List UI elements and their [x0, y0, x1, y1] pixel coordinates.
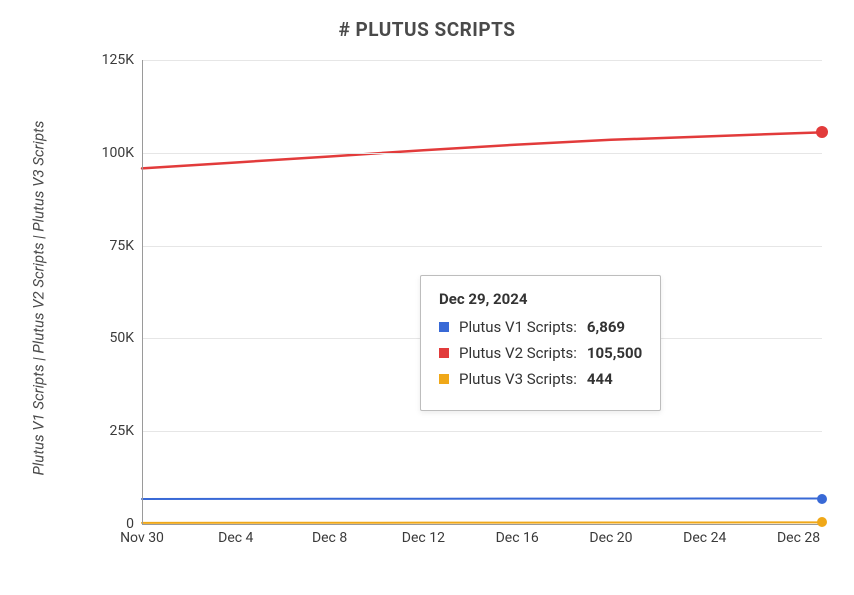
ytick-label: 25K — [109, 423, 142, 439]
y-axis-line — [142, 60, 143, 524]
chart-title: # PLUTUS SCRIPTS — [0, 18, 854, 41]
xtick-label: Dec 24 — [683, 524, 726, 546]
tooltip-row: Plutus V2 Scripts: 105,500 — [439, 344, 642, 362]
ytick-label: 75K — [109, 238, 142, 254]
gridline-h — [142, 153, 822, 154]
tooltip-series-value: 6,869 — [587, 318, 625, 336]
tooltip-series-value: 105,500 — [587, 344, 642, 362]
series-marker — [816, 126, 828, 138]
tooltip-series-label: Plutus V2 Scripts: — [459, 344, 577, 362]
tooltip-row: Plutus V3 Scripts: 444 — [439, 370, 642, 388]
plutus-scripts-chart: # PLUTUS SCRIPTS Plutus V1 Scripts | Plu… — [0, 0, 854, 595]
gridline-h — [142, 246, 822, 247]
tooltip: Dec 29, 2024 Plutus V1 Scripts: 6,869Plu… — [420, 275, 661, 411]
xtick-label: Dec 20 — [589, 524, 632, 546]
y-axis-label: Plutus V1 Scripts | Plutus V2 Scripts | … — [29, 120, 47, 475]
y-axis-label-wrap: Plutus V1 Scripts | Plutus V2 Scripts | … — [28, 0, 48, 595]
xtick-label: Dec 4 — [218, 524, 253, 546]
xtick-label: Dec 16 — [496, 524, 539, 546]
series-marker — [817, 494, 827, 504]
xtick-label: Nov 30 — [120, 524, 164, 546]
gridline-h — [142, 431, 822, 432]
xtick-label: Dec 8 — [312, 524, 347, 546]
legend-swatch — [439, 322, 449, 332]
tooltip-row: Plutus V1 Scripts: 6,869 — [439, 318, 642, 336]
ytick-label: 100K — [102, 145, 142, 161]
tooltip-date: Dec 29, 2024 — [439, 290, 642, 308]
series-line — [142, 522, 822, 523]
series-line — [142, 132, 822, 168]
tooltip-rows: Plutus V1 Scripts: 6,869 Plutus V2 Script… — [439, 318, 642, 388]
legend-swatch — [439, 348, 449, 358]
tooltip-series-label: Plutus V1 Scripts: — [459, 318, 577, 336]
legend-swatch — [439, 374, 449, 384]
xtick-label: Dec 12 — [402, 524, 445, 546]
ytick-label: 50K — [109, 330, 142, 346]
gridline-h — [142, 60, 822, 61]
xtick-label: Dec 28 — [777, 524, 820, 546]
tooltip-series-label: Plutus V3 Scripts: — [459, 370, 577, 388]
ytick-label: 125K — [102, 52, 142, 68]
series-marker — [817, 517, 827, 527]
tooltip-series-value: 444 — [587, 370, 613, 388]
